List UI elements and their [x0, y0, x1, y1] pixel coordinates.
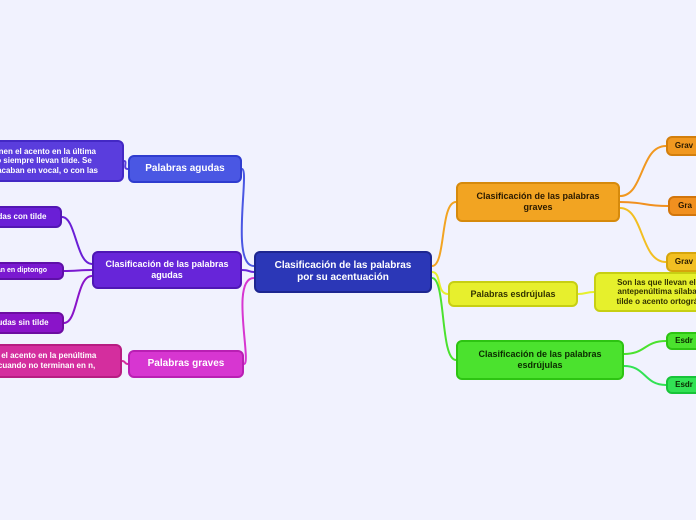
node-agudas_desc: ienen el acento en la últimao siempre ll…	[0, 140, 124, 182]
node-label-clasif_agudas: Clasificación de las palabras agudas	[104, 259, 230, 281]
node-clasif_graves: Clasificación de las palabras graves	[456, 182, 620, 222]
node-label-clasif_graves: Clasificación de las palabras graves	[468, 191, 608, 213]
node-esd_b: Esdr	[666, 376, 696, 394]
node-label-graves: Palabras graves	[148, 358, 225, 370]
node-label-grave_c: Grav	[675, 257, 693, 267]
edge	[62, 217, 92, 264]
edge	[64, 276, 92, 323]
node-grave_b: Gra	[668, 196, 696, 216]
node-center: Clasificación de las palabras por su ace…	[254, 251, 432, 293]
node-label-grave_b: Gra	[678, 201, 692, 211]
node-label-clasif_esdrujulas: Clasificación de las palabras esdrújulas	[468, 349, 612, 371]
node-clasif_esdrujulas: Clasificación de las palabras esdrújulas	[456, 340, 624, 380]
node-grave_a: Grav	[666, 136, 696, 156]
edge	[64, 270, 92, 271]
edge	[620, 208, 666, 262]
node-agudas_tilde: das con tilde	[0, 206, 62, 228]
node-agudas_diptongo: an en diptongo	[0, 262, 64, 280]
edge	[578, 292, 594, 294]
edge	[620, 146, 666, 196]
edge	[432, 272, 448, 294]
node-label-agudas_tilde: das con tilde	[0, 212, 46, 222]
node-esdrujulas: Palabras esdrújulas	[448, 281, 578, 307]
node-label-esd_a: Esdr	[675, 336, 693, 346]
edge	[624, 366, 666, 385]
edge	[620, 202, 668, 206]
edge	[242, 278, 254, 364]
node-clasif_agudas: Clasificación de las palabras agudas	[92, 251, 242, 289]
edge	[432, 202, 456, 266]
node-agudas_sintilde: udas sin tilde	[0, 312, 64, 334]
edge	[242, 169, 254, 266]
node-label-agudas_sintilde: udas sin tilde	[0, 318, 49, 328]
node-graves: Palabras graves	[128, 350, 244, 378]
node-label-agudas_diptongo: an en diptongo	[0, 267, 47, 275]
node-label-graves_desc: an el acento en la penúltiman cuando no …	[0, 351, 96, 370]
node-label-agudas: Palabras agudas	[145, 163, 224, 175]
node-esd_a: Esdr	[666, 332, 696, 350]
node-grave_c: Grav	[666, 252, 696, 272]
node-graves_desc: an el acento en la penúltiman cuando no …	[0, 344, 122, 378]
node-label-esdrujulas: Palabras esdrújulas	[470, 289, 555, 300]
edge	[624, 341, 666, 354]
node-esdrujulas_desc: Son las que llevan el acantepenúltima sí…	[594, 272, 696, 312]
node-label-esd_b: Esdr	[675, 380, 693, 390]
node-label-grave_a: Grav	[675, 141, 693, 151]
node-label-esdrujulas_desc: Son las que llevan el acantepenúltima sí…	[616, 278, 696, 307]
edge	[242, 270, 254, 272]
node-agudas: Palabras agudas	[128, 155, 242, 183]
node-label-center: Clasificación de las palabras por su ace…	[266, 260, 420, 284]
node-label-agudas_desc: ienen el acento en la últimao siempre ll…	[0, 147, 98, 176]
